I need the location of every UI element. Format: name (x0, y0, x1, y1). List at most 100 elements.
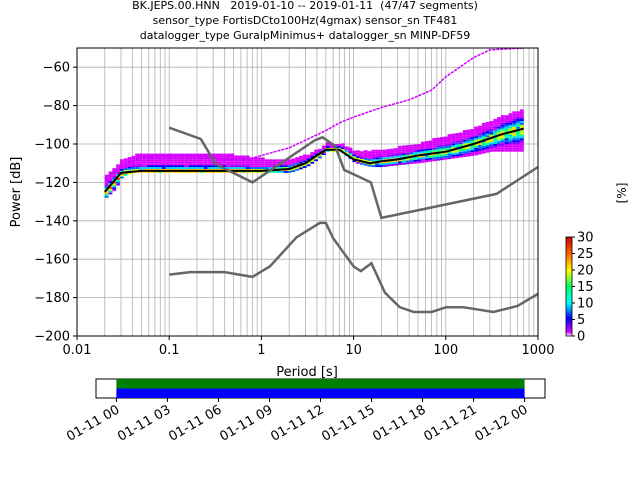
density-cell (516, 134, 520, 137)
density-cell (478, 142, 482, 145)
density-cell (310, 161, 315, 164)
density-cell (409, 158, 414, 161)
density-cell (314, 157, 319, 160)
density-cell (485, 133, 490, 136)
density-cell (245, 163, 250, 166)
density-cell (363, 157, 368, 160)
density-cell (481, 122, 486, 125)
density-cell (287, 159, 292, 162)
density-cell (424, 156, 429, 159)
density-cell (249, 159, 254, 162)
density-cell (458, 132, 463, 135)
density-cell (359, 155, 364, 158)
density-cell (519, 117, 524, 120)
density-cell (180, 167, 185, 169)
density-cell (485, 146, 490, 149)
density-cell (409, 148, 414, 151)
density-cell (173, 155, 178, 158)
density-cell (474, 138, 479, 141)
density-cell (367, 151, 372, 154)
density-cell (489, 122, 494, 125)
density-cell (215, 167, 220, 169)
density-cell (135, 157, 140, 160)
density-cell (203, 153, 208, 156)
density-cell (512, 120, 517, 123)
density-cell (146, 161, 151, 164)
density-cell (169, 155, 174, 158)
density-cell (199, 155, 204, 158)
density-cell (260, 161, 265, 164)
density-cell (401, 149, 406, 152)
density-cell (485, 125, 490, 128)
density-cell (455, 144, 459, 147)
density-cell (318, 156, 322, 159)
density-cell (188, 165, 193, 168)
density-cell (424, 160, 429, 163)
density-cell (462, 151, 467, 154)
density-cell (512, 145, 517, 148)
density-cell (188, 163, 193, 166)
density-cell (382, 157, 387, 160)
density-cell (173, 153, 178, 156)
density-cell (234, 155, 239, 158)
density-cell (177, 161, 181, 164)
density-cell (478, 133, 482, 136)
density-cell (405, 154, 410, 157)
density-cell (340, 147, 345, 150)
density-cell (481, 142, 486, 144)
timeline-band-used (116, 388, 525, 398)
density-cell (451, 133, 456, 136)
density-cell (112, 181, 117, 184)
density-cell (215, 161, 220, 164)
density-cell (356, 150, 360, 153)
density-cell (241, 165, 246, 168)
density-cell (466, 137, 471, 140)
density-cell (314, 153, 319, 156)
density-cell (359, 162, 364, 165)
density-cell (371, 155, 376, 158)
density-cell (268, 170, 273, 173)
density-cell (428, 157, 433, 160)
density-cell (260, 163, 265, 166)
density-cell (173, 157, 178, 160)
density-cell (447, 155, 452, 158)
density-cell (474, 151, 479, 154)
density-cell (401, 151, 406, 154)
density-cell (108, 173, 113, 176)
density-cell (154, 157, 159, 160)
density-cell (249, 167, 254, 169)
density-cell (439, 156, 444, 159)
density-cell (405, 145, 410, 148)
density-cell (504, 120, 509, 123)
density-cell (409, 146, 414, 149)
density-cell (257, 167, 261, 169)
density-cell (451, 139, 456, 142)
density-cell (405, 147, 410, 150)
density-cell (260, 165, 265, 168)
density-cell (439, 152, 444, 155)
density-cell (508, 142, 513, 144)
density-cell (146, 163, 151, 166)
density-cell (352, 156, 357, 159)
density-cell (432, 153, 437, 156)
density-cell (519, 113, 524, 116)
density-cell (489, 132, 494, 135)
density-cell (119, 174, 124, 177)
density-cell (158, 161, 162, 164)
density-cell (447, 137, 452, 140)
density-cell (207, 157, 212, 160)
y-tick-label: −140 (34, 214, 70, 229)
density-cell (417, 144, 421, 147)
density-cell (165, 167, 170, 169)
density-cell (230, 161, 235, 164)
density-cell (207, 163, 212, 166)
density-cell (497, 144, 501, 146)
density-cell (500, 117, 505, 120)
density-cell (295, 162, 300, 165)
density-cell (519, 147, 524, 150)
timeline-tick-label: 01-12 00 (472, 402, 530, 444)
density-cell (337, 147, 341, 150)
density-cell (516, 119, 520, 121)
density-cell (260, 167, 265, 169)
density-cell (371, 163, 376, 166)
